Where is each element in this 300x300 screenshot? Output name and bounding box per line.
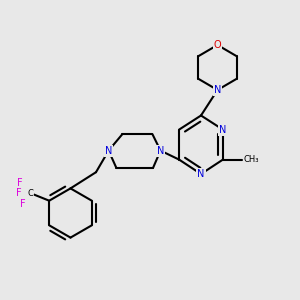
Text: F: F: [16, 188, 21, 198]
Text: N: N: [219, 124, 226, 135]
Text: F: F: [20, 199, 26, 209]
Text: N: N: [157, 146, 164, 156]
Text: N: N: [197, 169, 205, 179]
Text: N: N: [214, 85, 221, 95]
Text: F: F: [17, 178, 23, 188]
Text: CH₃: CH₃: [244, 155, 260, 164]
Text: C: C: [28, 189, 34, 198]
Text: O: O: [214, 40, 221, 50]
Text: N: N: [105, 146, 112, 156]
